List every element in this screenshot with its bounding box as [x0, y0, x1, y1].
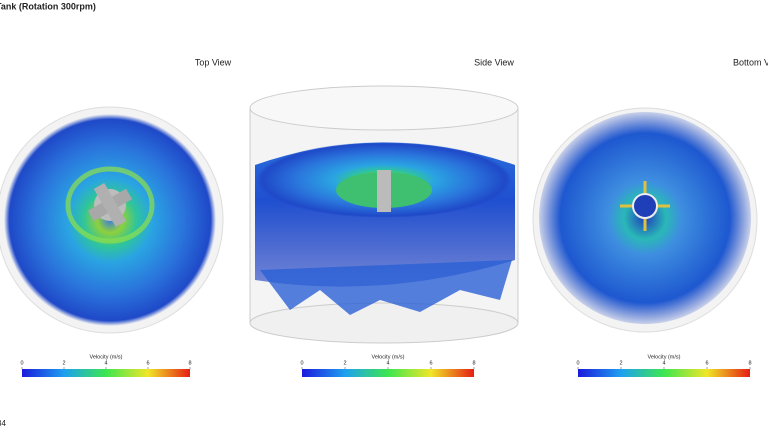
view-label: Side View: [474, 57, 514, 67]
vortex-ring: [65, 166, 155, 244]
colorbar-tick-label: 4: [662, 360, 665, 366]
colorbar-tick-label: 4: [104, 360, 107, 366]
colorbar-tick-label: 6: [429, 360, 432, 366]
colorbar-tick-label: 0: [300, 360, 303, 366]
colorbar: [578, 369, 750, 377]
colorbar: [302, 369, 474, 377]
colorbar-tick-label: 2: [619, 360, 622, 366]
colorbar-tick-label: 0: [576, 360, 579, 366]
impeller: [87, 182, 133, 228]
colorbar-tick-label: 8: [188, 360, 191, 366]
colorbar: [22, 369, 190, 377]
colorbar-tick-label: 8: [472, 360, 475, 366]
colorbar-title: Velocity (m/s): [371, 354, 404, 360]
colorbar-tick-label: 2: [62, 360, 65, 366]
colorbar-tick-label: 0: [20, 360, 23, 366]
colorbar-tick-label: 6: [146, 360, 149, 366]
colorbar-tick-label: 4: [386, 360, 389, 366]
panels: Top View Velocity (m/s) 0 2 4 6 8 Side View Velo…: [20, 57, 768, 377]
view-label: Bottom View: [733, 57, 768, 67]
colorbar-title: Velocity (m/s): [89, 354, 122, 360]
colorbar-tick-label: 6: [705, 360, 708, 366]
colorbar-tick-label: 2: [343, 360, 346, 366]
colorbar-tick-label: 8: [748, 360, 751, 366]
impeller: [620, 181, 670, 231]
slide-title: Tank (Rotation 300rpm): [0, 1, 96, 11]
tank-side: [249, 85, 519, 344]
page-number: 34: [0, 419, 6, 428]
colorbar-title: Velocity (m/s): [647, 354, 680, 360]
view-label: Top View: [195, 57, 232, 67]
